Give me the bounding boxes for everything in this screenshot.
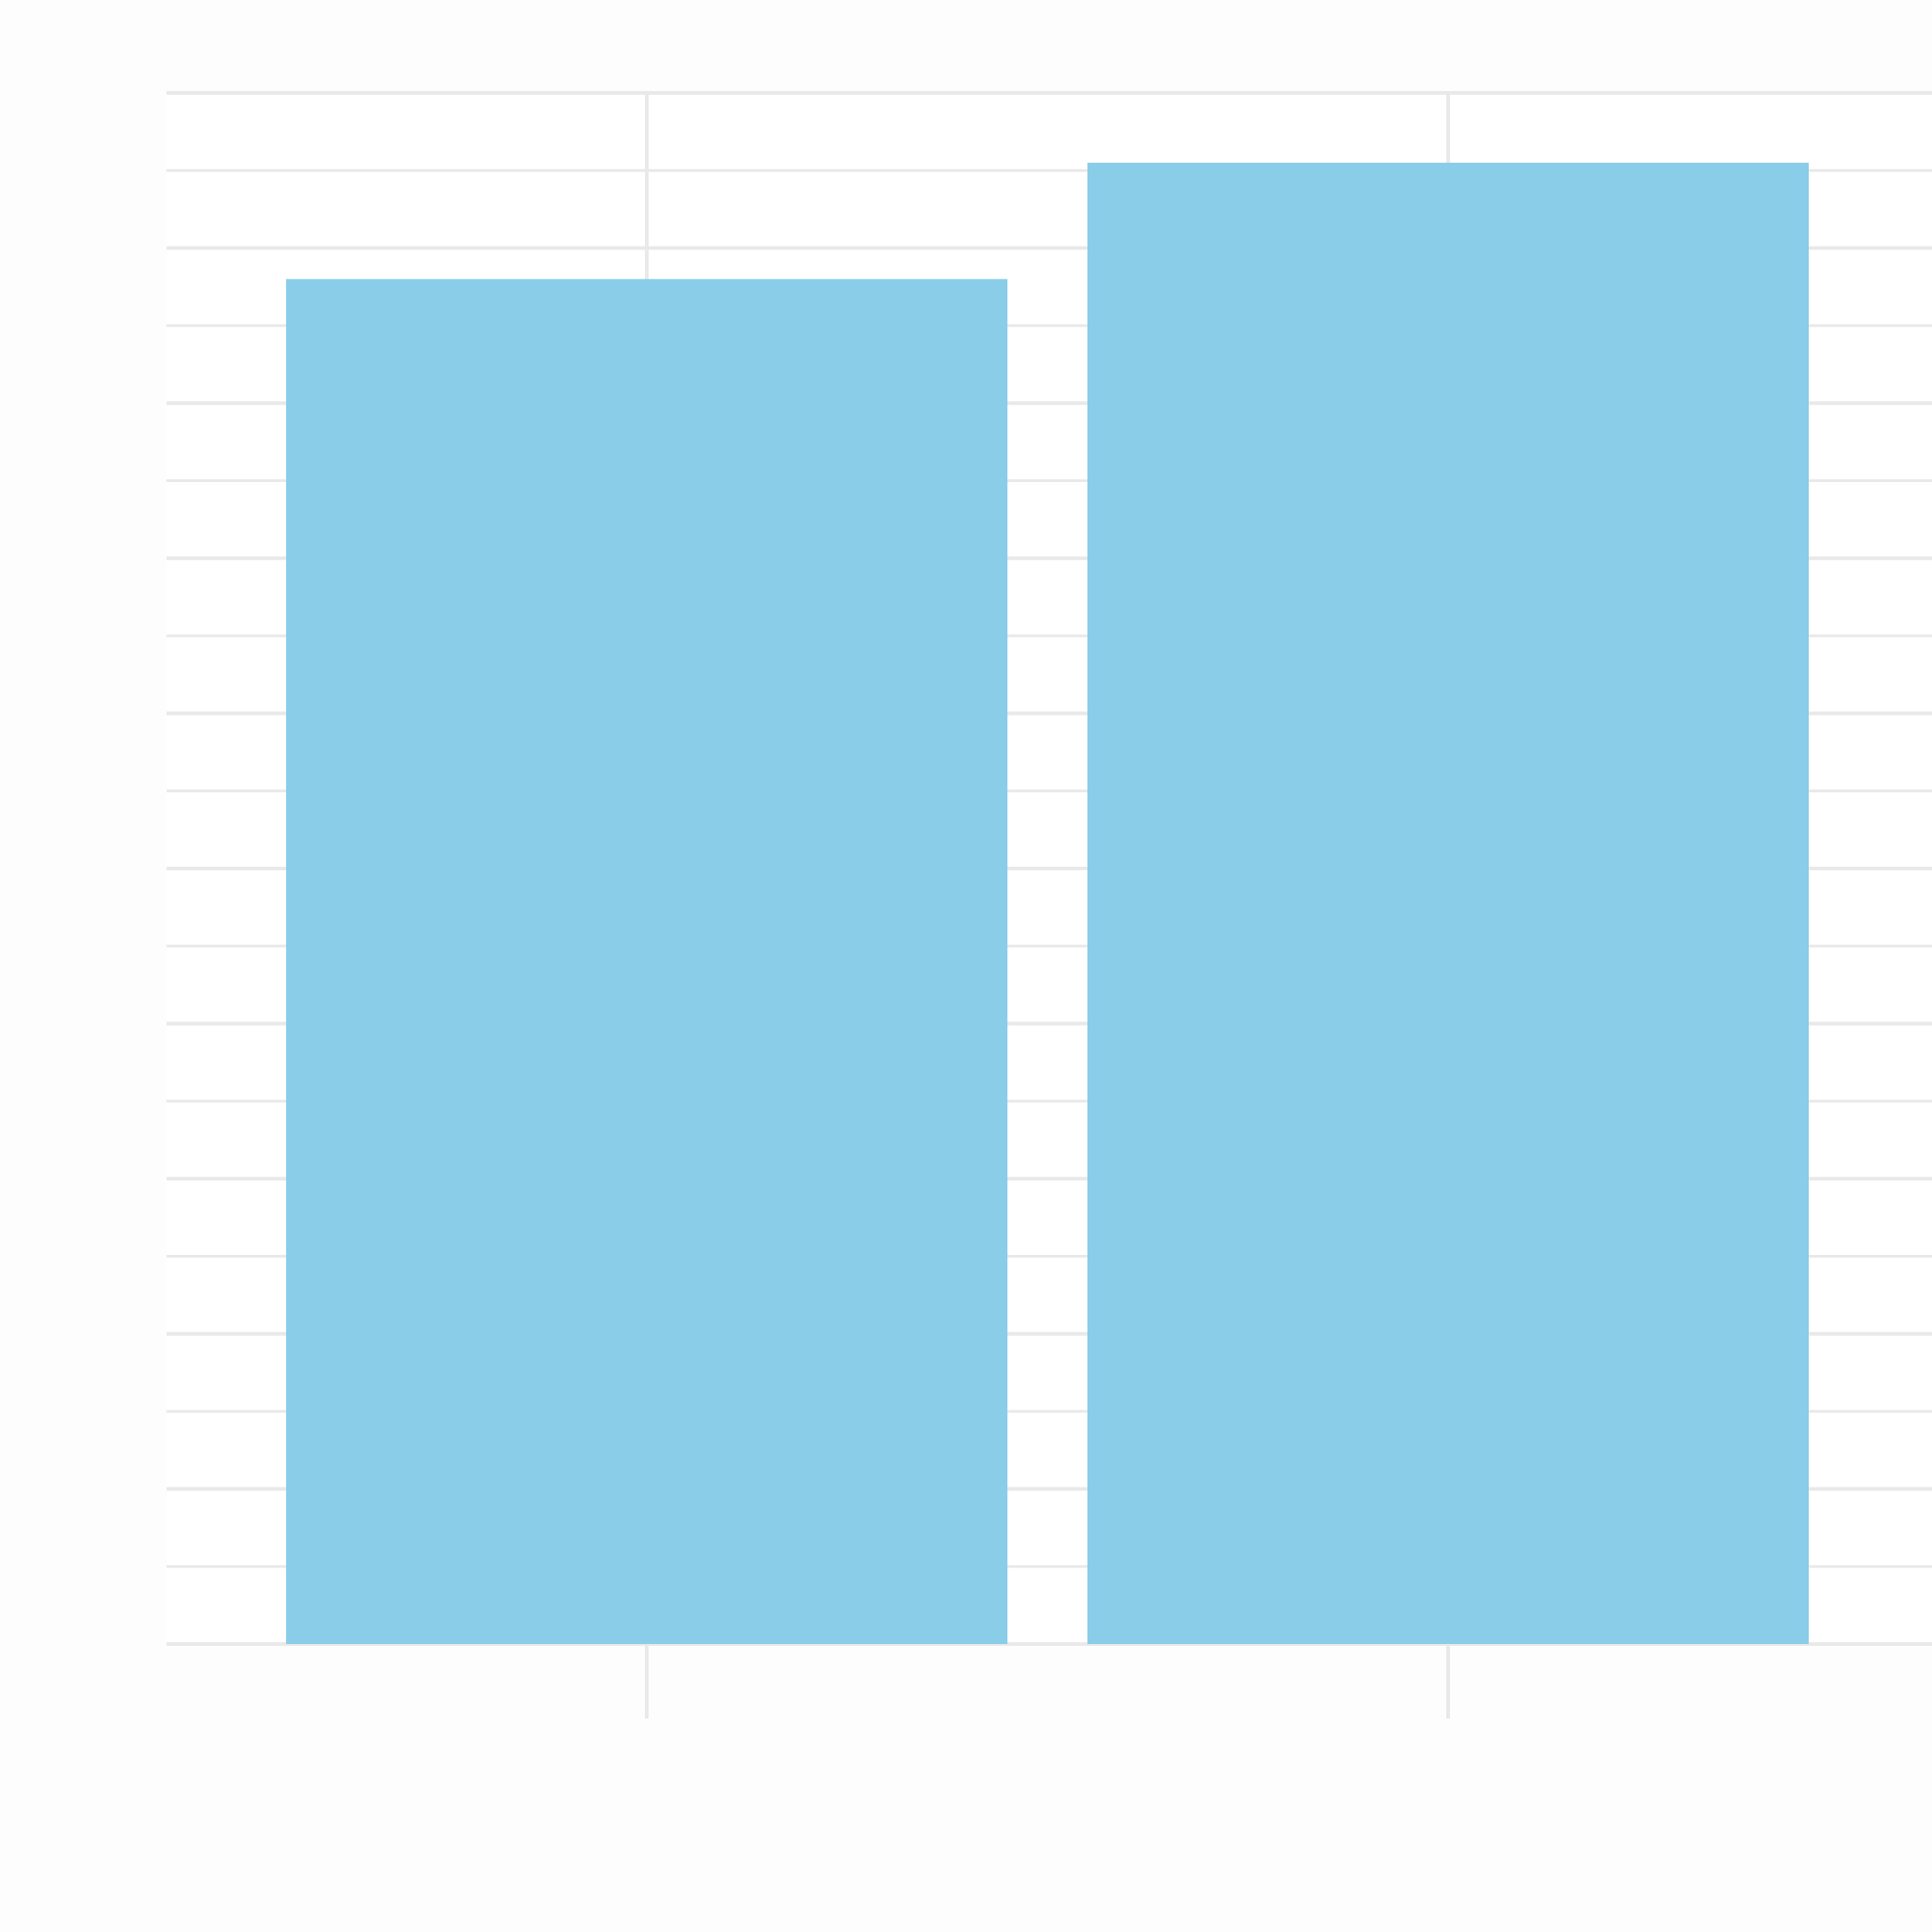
bar-2 [1087,162,1809,1644]
bars [286,162,1809,1644]
bar-1 [286,279,1007,1644]
